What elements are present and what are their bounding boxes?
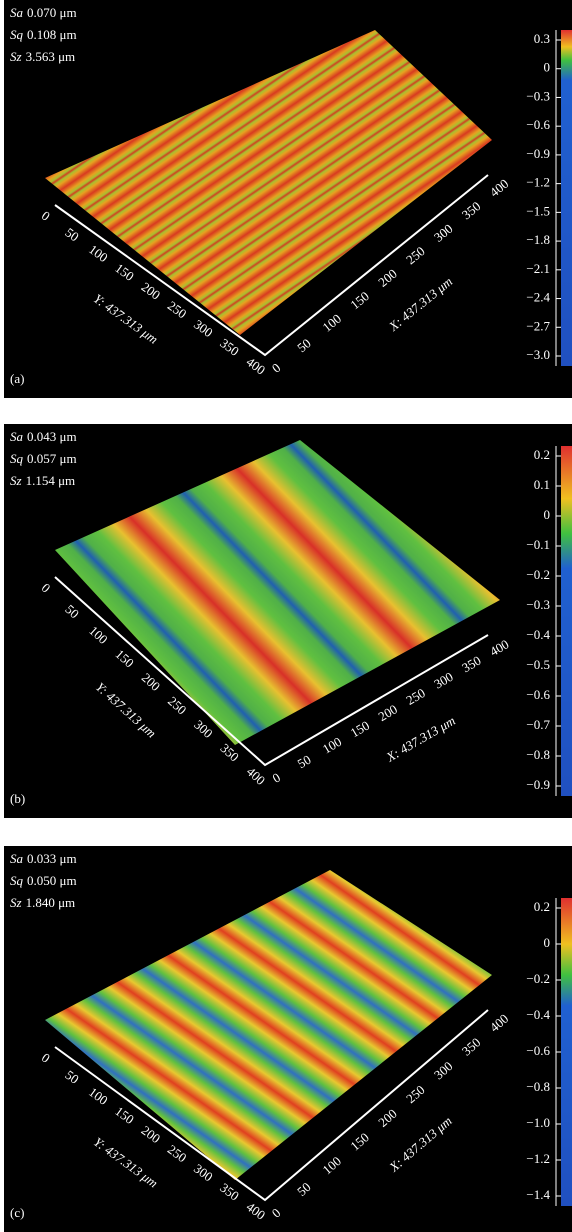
colorbar-tick-label: 0 bbox=[544, 935, 551, 950]
stat-value: 0.070 μm bbox=[27, 5, 77, 20]
colorbar-tick-label: −1.2 bbox=[526, 1151, 550, 1166]
colorbar-tick-label: −1.0 bbox=[526, 1115, 550, 1130]
colorbar bbox=[561, 30, 572, 366]
colorbar-tick-label: −0.6 bbox=[526, 1043, 550, 1058]
colorbar-tick-label: −1.2 bbox=[526, 175, 550, 190]
colorbar-tick-label: −0.3 bbox=[526, 88, 550, 103]
colorbar-tick-label: −2.7 bbox=[526, 318, 550, 333]
panel-label: (a) bbox=[10, 371, 24, 386]
stat-value: 0.050 μm bbox=[27, 873, 77, 888]
colorbar-tick-label: 0.1 bbox=[534, 477, 550, 492]
stat-value: 0.033 μm bbox=[27, 851, 77, 866]
colorbar-tick-label: 0 bbox=[544, 60, 551, 75]
colorbar-tick-label: −0.8 bbox=[526, 747, 550, 762]
colorbar-tick-label: 0.2 bbox=[534, 447, 550, 462]
colorbar-tick-label: −0.4 bbox=[526, 1007, 550, 1022]
colorbar-tick-label: −0.8 bbox=[526, 1079, 550, 1094]
colorbar-tick-label: −0.6 bbox=[526, 117, 550, 132]
stat-name: Sq bbox=[10, 27, 24, 42]
stat: Sz 1.154 μm bbox=[10, 473, 75, 488]
colorbar-tick-label: −0.2 bbox=[526, 567, 550, 582]
stat-value: 3.563 μm bbox=[26, 49, 76, 64]
panel-label: (b) bbox=[10, 791, 25, 806]
colorbar-tick-label: −2.1 bbox=[526, 261, 550, 276]
colorbar-tick-label: −0.5 bbox=[526, 657, 550, 672]
stat-name: Sz bbox=[10, 473, 22, 488]
colorbar-tick-label: −2.4 bbox=[526, 290, 550, 305]
figure: 0501001502002503003504000501001502002503… bbox=[0, 0, 572, 1232]
stat-value: 1.154 μm bbox=[26, 473, 76, 488]
stat-name: Sz bbox=[10, 895, 22, 910]
stat-name: Sa bbox=[10, 851, 24, 866]
colorbar bbox=[561, 898, 572, 1206]
colorbar-tick-label: 0.3 bbox=[534, 31, 550, 46]
colorbar-tick-label: −1.4 bbox=[526, 1187, 550, 1202]
colorbar-tick-label: −0.2 bbox=[526, 971, 550, 986]
colorbar-tick-label: −0.7 bbox=[526, 717, 550, 732]
stat: Sz 1.840 μm bbox=[10, 895, 75, 910]
stat-value: 0.057 μm bbox=[27, 451, 77, 466]
colorbar-tick-label: −0.3 bbox=[526, 597, 550, 612]
colorbar-tick-label: −1.5 bbox=[526, 203, 550, 218]
colorbar-tick-label: −3.0 bbox=[526, 347, 550, 362]
stat-name: Sq bbox=[10, 873, 24, 888]
colorbar-tick-label: 0.2 bbox=[534, 899, 550, 914]
stat-name: Sz bbox=[10, 49, 22, 64]
colorbar-tick-label: −0.9 bbox=[526, 146, 550, 161]
colorbar-tick-label: −0.1 bbox=[526, 537, 550, 552]
colorbar-tick-label: −0.4 bbox=[526, 627, 550, 642]
colorbar-tick-label: −1.8 bbox=[526, 232, 550, 247]
colorbar-tick-label: −0.6 bbox=[526, 687, 550, 702]
colorbar bbox=[561, 446, 572, 796]
stat-name: Sa bbox=[10, 429, 24, 444]
stat-name: Sa bbox=[10, 5, 24, 20]
stat-value: 0.043 μm bbox=[27, 429, 77, 444]
stat-name: Sq bbox=[10, 451, 24, 466]
colorbar-tick-label: −0.9 bbox=[526, 777, 550, 792]
panel-label: (c) bbox=[10, 1205, 24, 1220]
stat-value: 1.840 μm bbox=[26, 895, 76, 910]
stat-value: 0.108 μm bbox=[27, 27, 77, 42]
colorbar-tick-label: 0 bbox=[544, 507, 551, 522]
stat: Sz 3.563 μm bbox=[10, 49, 75, 64]
